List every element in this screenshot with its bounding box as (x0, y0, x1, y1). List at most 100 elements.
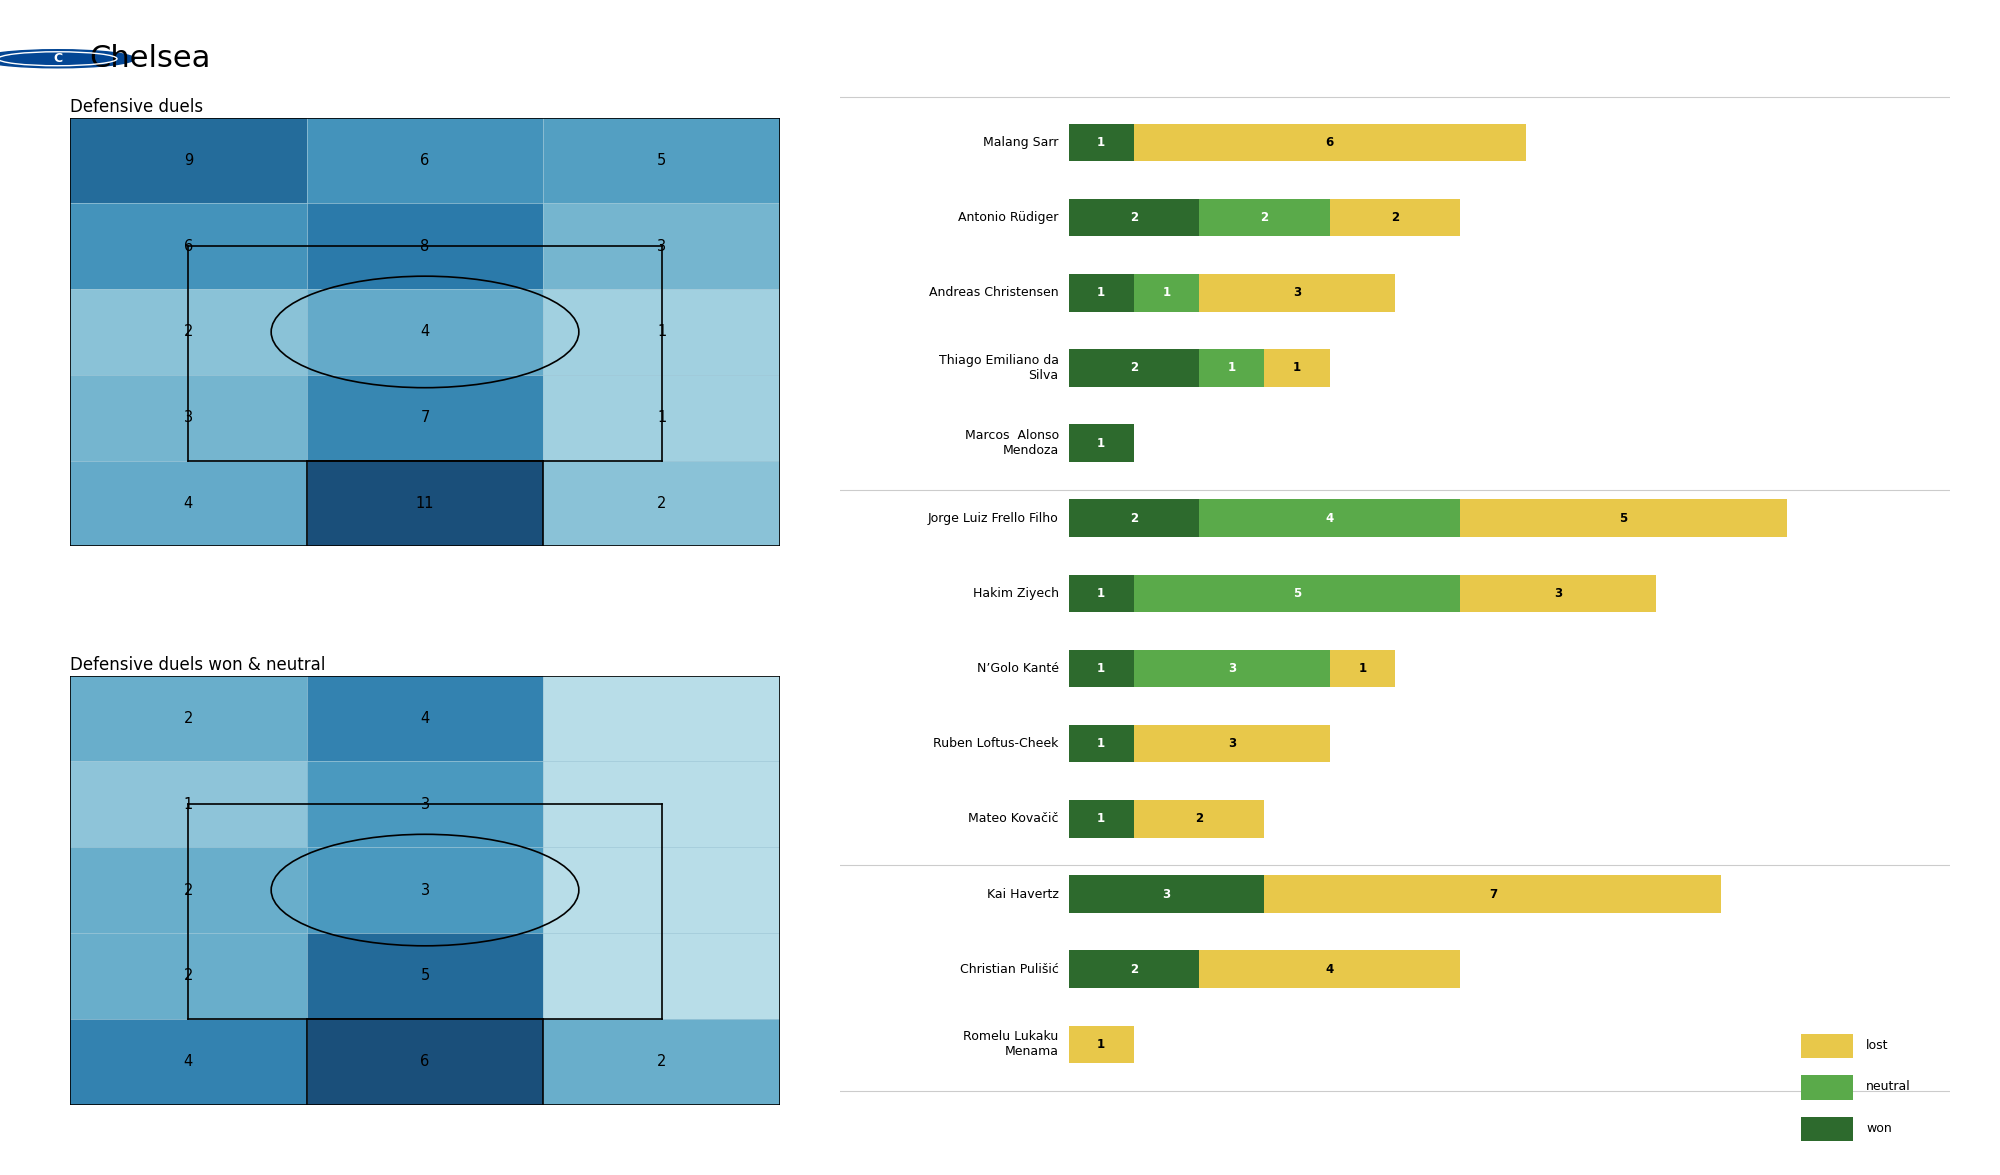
Bar (306, 847, 544, 933)
Bar (1460, 575, 1656, 612)
Text: Malang Sarr: Malang Sarr (984, 136, 1058, 149)
Text: 1: 1 (1162, 287, 1170, 300)
Bar (306, 1019, 544, 1104)
Bar (1134, 650, 1330, 687)
Bar (1068, 650, 1134, 687)
Bar (544, 1019, 780, 1104)
Text: Romelu Lukaku
Menama: Romelu Lukaku Menama (964, 1030, 1058, 1059)
Bar (1200, 499, 1460, 537)
Text: Kai Havertz: Kai Havertz (986, 887, 1058, 900)
Text: 2: 2 (1130, 362, 1138, 375)
Text: 6: 6 (420, 153, 430, 168)
Bar (544, 118, 780, 203)
Bar (306, 761, 544, 847)
Bar (1200, 274, 1396, 311)
Text: 2: 2 (1130, 962, 1138, 975)
Text: 6: 6 (1326, 136, 1334, 149)
Bar (1068, 349, 1200, 387)
Text: 4: 4 (1326, 511, 1334, 525)
Bar (1068, 424, 1134, 462)
Bar (70, 761, 306, 847)
Bar (1800, 1034, 1852, 1059)
Bar (1460, 499, 1786, 537)
Bar (1068, 800, 1134, 838)
Bar (1068, 274, 1134, 311)
Text: 3: 3 (1228, 737, 1236, 750)
Text: Ruben Loftus-Cheek: Ruben Loftus-Cheek (934, 737, 1058, 750)
Text: 2: 2 (184, 711, 194, 726)
Bar (1068, 199, 1200, 236)
Bar (544, 933, 780, 1019)
Text: C: C (52, 52, 62, 66)
Bar (544, 203, 780, 289)
Text: won: won (1866, 1122, 1892, 1135)
Text: 1: 1 (658, 324, 666, 340)
Text: 7: 7 (420, 410, 430, 425)
Bar (70, 933, 306, 1019)
Text: Jorge Luiz Frello Filho: Jorge Luiz Frello Filho (928, 511, 1058, 525)
Text: Marcos  Alonso
Mendoza: Marcos Alonso Mendoza (964, 429, 1058, 457)
Bar (544, 761, 780, 847)
Text: 2: 2 (184, 968, 194, 983)
Text: neutral: neutral (1866, 1080, 1910, 1094)
Bar (1134, 274, 1200, 311)
Text: 5: 5 (1292, 586, 1302, 600)
Text: 5: 5 (658, 153, 666, 168)
Text: 3: 3 (658, 239, 666, 254)
Bar (70, 118, 306, 203)
Bar (70, 461, 306, 546)
Text: Chelsea: Chelsea (88, 45, 210, 73)
Text: 4: 4 (184, 1054, 192, 1069)
Bar (70, 676, 306, 761)
Text: 2: 2 (1196, 812, 1204, 825)
Bar (544, 676, 780, 761)
Bar (306, 461, 544, 546)
Text: 1: 1 (1098, 1038, 1106, 1050)
Text: 1: 1 (1098, 737, 1106, 750)
Text: 1: 1 (1098, 287, 1106, 300)
Text: Defensive duels won & neutral: Defensive duels won & neutral (70, 656, 326, 674)
Text: 1: 1 (1228, 362, 1236, 375)
Text: 9: 9 (184, 153, 192, 168)
Text: 1: 1 (658, 410, 666, 425)
Text: 4: 4 (1326, 962, 1334, 975)
Text: 2: 2 (1260, 212, 1268, 224)
Text: Hakim Ziyech: Hakim Ziyech (972, 586, 1058, 600)
Text: 11: 11 (416, 496, 434, 511)
Text: 1: 1 (1098, 136, 1106, 149)
Text: 4: 4 (420, 324, 430, 340)
Bar (306, 203, 544, 289)
Bar (70, 203, 306, 289)
Bar (1800, 1075, 1852, 1100)
Bar (1068, 725, 1134, 763)
Text: Andreas Christensen: Andreas Christensen (930, 287, 1058, 300)
Text: 8: 8 (420, 239, 430, 254)
Bar (70, 375, 306, 461)
Text: Christian Pulišić: Christian Pulišić (960, 962, 1058, 975)
Text: 4: 4 (184, 496, 192, 511)
Bar (70, 847, 306, 933)
Bar (306, 375, 544, 461)
Bar (1330, 650, 1396, 687)
Text: 4: 4 (420, 711, 430, 726)
Text: 3: 3 (420, 882, 430, 898)
Bar (1264, 875, 1722, 913)
Bar (1264, 349, 1330, 387)
Text: 2: 2 (184, 882, 194, 898)
Bar (1068, 123, 1134, 161)
Bar (1330, 199, 1460, 236)
Text: 3: 3 (1292, 287, 1302, 300)
Text: 3: 3 (420, 797, 430, 812)
Text: 3: 3 (1162, 887, 1170, 900)
Bar (1068, 575, 1134, 612)
Bar (544, 375, 780, 461)
Bar (544, 847, 780, 933)
Text: Defensive duels: Defensive duels (70, 98, 204, 116)
Bar (1800, 1116, 1852, 1141)
Bar (1068, 499, 1200, 537)
Text: 1: 1 (1098, 437, 1106, 450)
Text: 2: 2 (656, 496, 666, 511)
Bar (1068, 951, 1200, 988)
Bar (1200, 349, 1264, 387)
Text: 1: 1 (1292, 362, 1302, 375)
